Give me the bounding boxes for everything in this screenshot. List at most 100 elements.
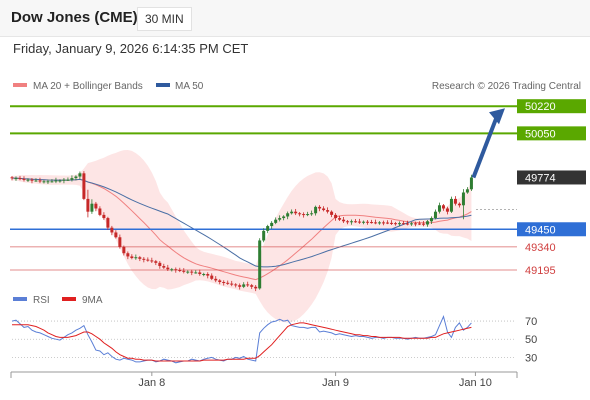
last-price-label: 49774	[525, 172, 556, 184]
candle	[441, 204, 445, 211]
candle	[134, 254, 138, 260]
instrument-title: Dow Jones (CME)	[11, 9, 138, 26]
candle-body	[322, 208, 326, 211]
ma20-legend-swatch	[13, 83, 27, 87]
candle	[90, 199, 94, 214]
candle	[350, 219, 354, 225]
candle	[457, 202, 461, 208]
candle-body	[449, 198, 453, 212]
candle	[54, 177, 58, 184]
candle	[266, 224, 270, 234]
candle	[194, 270, 198, 274]
candle	[429, 216, 433, 224]
candle	[30, 177, 34, 184]
ma20-legend-label: MA 20 + Bollinger Bands	[33, 81, 143, 92]
candle	[453, 196, 457, 206]
candle-body	[342, 219, 346, 222]
candle-body	[110, 227, 114, 233]
candle-body	[266, 226, 270, 231]
candle-body	[146, 259, 150, 261]
candle	[425, 219, 429, 227]
candle-body	[74, 176, 78, 179]
candle-body	[66, 179, 70, 181]
candle-body	[62, 179, 66, 181]
candle-body	[70, 178, 74, 180]
candle	[358, 218, 362, 224]
candle-body	[14, 178, 18, 180]
ma50-legend-label: MA 50	[175, 81, 204, 92]
candle-body	[461, 192, 465, 206]
candle	[38, 177, 42, 184]
candle	[46, 179, 50, 185]
interval-button[interactable]: 30 MIN	[137, 7, 192, 31]
candle-body	[86, 198, 90, 212]
candle	[74, 175, 78, 181]
candle-body	[465, 189, 469, 193]
candle	[18, 175, 22, 181]
candle-body	[330, 211, 334, 215]
chart-header: Dow Jones (CME) 30 MIN	[0, 0, 590, 37]
candle	[214, 276, 218, 283]
rsi-panel: 70 50 30	[11, 314, 537, 364]
candle	[286, 211, 290, 220]
candle	[98, 206, 102, 217]
candle-body	[334, 214, 338, 219]
candle	[406, 220, 410, 226]
rsi-level-label: 30	[525, 352, 537, 364]
candle	[210, 273, 214, 281]
rsi-ma-legend-label: 9MA	[82, 295, 103, 306]
candle	[58, 179, 62, 183]
candle-body	[278, 218, 282, 220]
resistance-label: 50220	[525, 101, 556, 113]
support-label-box	[517, 222, 586, 237]
candle-body	[346, 221, 350, 223]
candle-body	[174, 269, 178, 271]
candle	[330, 210, 334, 218]
x-tick-label: Jan 8	[138, 377, 165, 389]
forecast-arrow-head	[489, 108, 505, 125]
candle-body	[122, 246, 126, 254]
candle-body	[190, 271, 194, 273]
moving-averages	[12, 177, 472, 281]
candle-body	[38, 180, 42, 182]
candle-body	[457, 203, 461, 206]
candle-body	[453, 198, 457, 204]
candle	[445, 206, 449, 215]
candle	[50, 179, 54, 183]
candle	[306, 211, 310, 217]
candle-body	[222, 282, 226, 284]
candle-body	[386, 222, 390, 224]
candle-body	[338, 218, 342, 220]
candle	[346, 219, 350, 225]
candle	[465, 187, 469, 194]
candle	[234, 283, 238, 288]
candle-body	[118, 237, 122, 247]
candle	[138, 255, 142, 262]
candle	[118, 234, 122, 249]
candle-body	[10, 177, 14, 179]
x-tick-label: Jan 10	[459, 377, 492, 389]
candle-body	[421, 223, 425, 225]
candle	[250, 283, 254, 290]
candle	[290, 209, 294, 215]
candle-body	[246, 284, 250, 286]
candle	[22, 176, 26, 182]
candle	[242, 282, 246, 289]
candle	[262, 228, 266, 243]
candle-body	[298, 213, 302, 215]
candle	[170, 267, 174, 272]
candle-body	[58, 180, 62, 182]
candle	[386, 220, 390, 225]
candle-body	[250, 285, 254, 287]
ma50-line	[12, 177, 472, 268]
candle	[318, 205, 322, 212]
candle	[226, 280, 230, 285]
candle-body	[286, 213, 290, 217]
candle	[274, 217, 278, 225]
candle	[282, 215, 286, 221]
candle-body	[206, 274, 210, 276]
candle	[402, 220, 406, 225]
candle-body	[54, 180, 58, 182]
candle	[469, 174, 473, 192]
candle-body	[398, 223, 402, 225]
